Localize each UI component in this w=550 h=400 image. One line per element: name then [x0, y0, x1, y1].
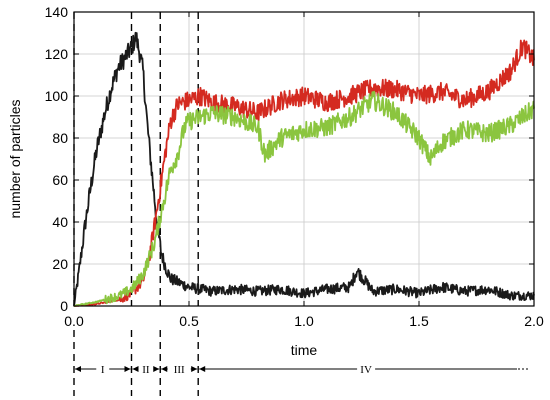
series-line-2	[73, 90, 535, 307]
y-tick-label: 120	[45, 46, 69, 62]
x-tick-label: 1.5	[409, 313, 429, 329]
phase-arrowhead	[132, 366, 139, 372]
phase-arrowhead	[124, 366, 131, 372]
phase-arrowhead	[199, 366, 206, 372]
y-tick-label: 40	[52, 214, 68, 230]
phase-label: III	[174, 364, 185, 376]
x-tick-label: 2.0	[524, 313, 544, 329]
y-tick-label: 60	[52, 172, 68, 188]
phase-arrowhead	[161, 366, 168, 372]
phase-arrowhead	[191, 366, 198, 372]
phase-label: IV	[360, 364, 372, 376]
y-tick-label: 20	[52, 256, 68, 272]
phase-label: II	[142, 364, 150, 376]
y-axis-title: number of particles	[7, 99, 23, 218]
y-tick-label: 0	[60, 298, 68, 314]
x-tick-label: 1.0	[294, 313, 314, 329]
series-line-0	[73, 31, 535, 306]
y-tick-label: 140	[45, 4, 69, 20]
grid	[73, 11, 535, 307]
y-tick-label: 100	[45, 88, 69, 104]
phase-label: I	[101, 364, 105, 376]
axis-ticks: 0 20 40 60 80 100 120 140 0.0 0.5 1.0 1.5 2.0	[45, 4, 544, 329]
phase-boundaries	[73, 12, 199, 396]
phase-arrowhead	[75, 366, 81, 372]
series-lines	[73, 31, 535, 307]
x-tick-label: 0.0	[64, 313, 84, 329]
phase-arrowhead	[153, 366, 160, 372]
x-tick-label: 0.5	[179, 313, 199, 329]
series-line-1	[73, 39, 535, 307]
x-axis-title: time	[291, 342, 318, 358]
y-tick-label: 80	[52, 130, 68, 146]
phase-annotations: I II III IV	[75, 364, 530, 376]
